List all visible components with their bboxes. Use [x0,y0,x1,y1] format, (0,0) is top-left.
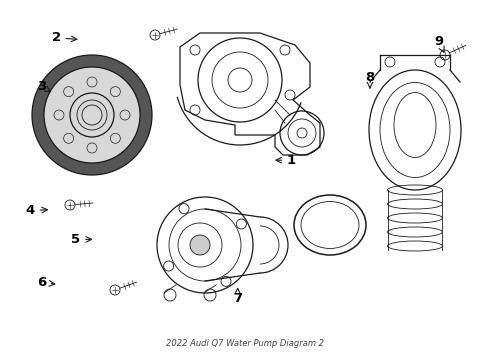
Text: 2022 Audi Q7 Water Pump Diagram 2: 2022 Audi Q7 Water Pump Diagram 2 [166,339,324,348]
Text: 3: 3 [37,80,46,93]
Text: 2: 2 [52,31,61,44]
Text: 6: 6 [37,276,46,289]
Circle shape [87,77,97,87]
Circle shape [70,93,114,137]
Circle shape [44,67,140,163]
Text: 5: 5 [72,233,80,246]
Circle shape [110,133,121,143]
Circle shape [54,110,64,120]
Circle shape [64,87,74,97]
Circle shape [190,235,210,255]
Circle shape [82,105,102,125]
Circle shape [120,110,130,120]
Text: 9: 9 [434,35,443,48]
Circle shape [32,55,152,175]
Text: 7: 7 [233,292,242,305]
Text: 4: 4 [26,204,35,217]
Text: 1: 1 [287,154,296,167]
Circle shape [87,143,97,153]
Circle shape [110,87,121,97]
Circle shape [64,133,74,143]
Text: 8: 8 [366,71,374,84]
